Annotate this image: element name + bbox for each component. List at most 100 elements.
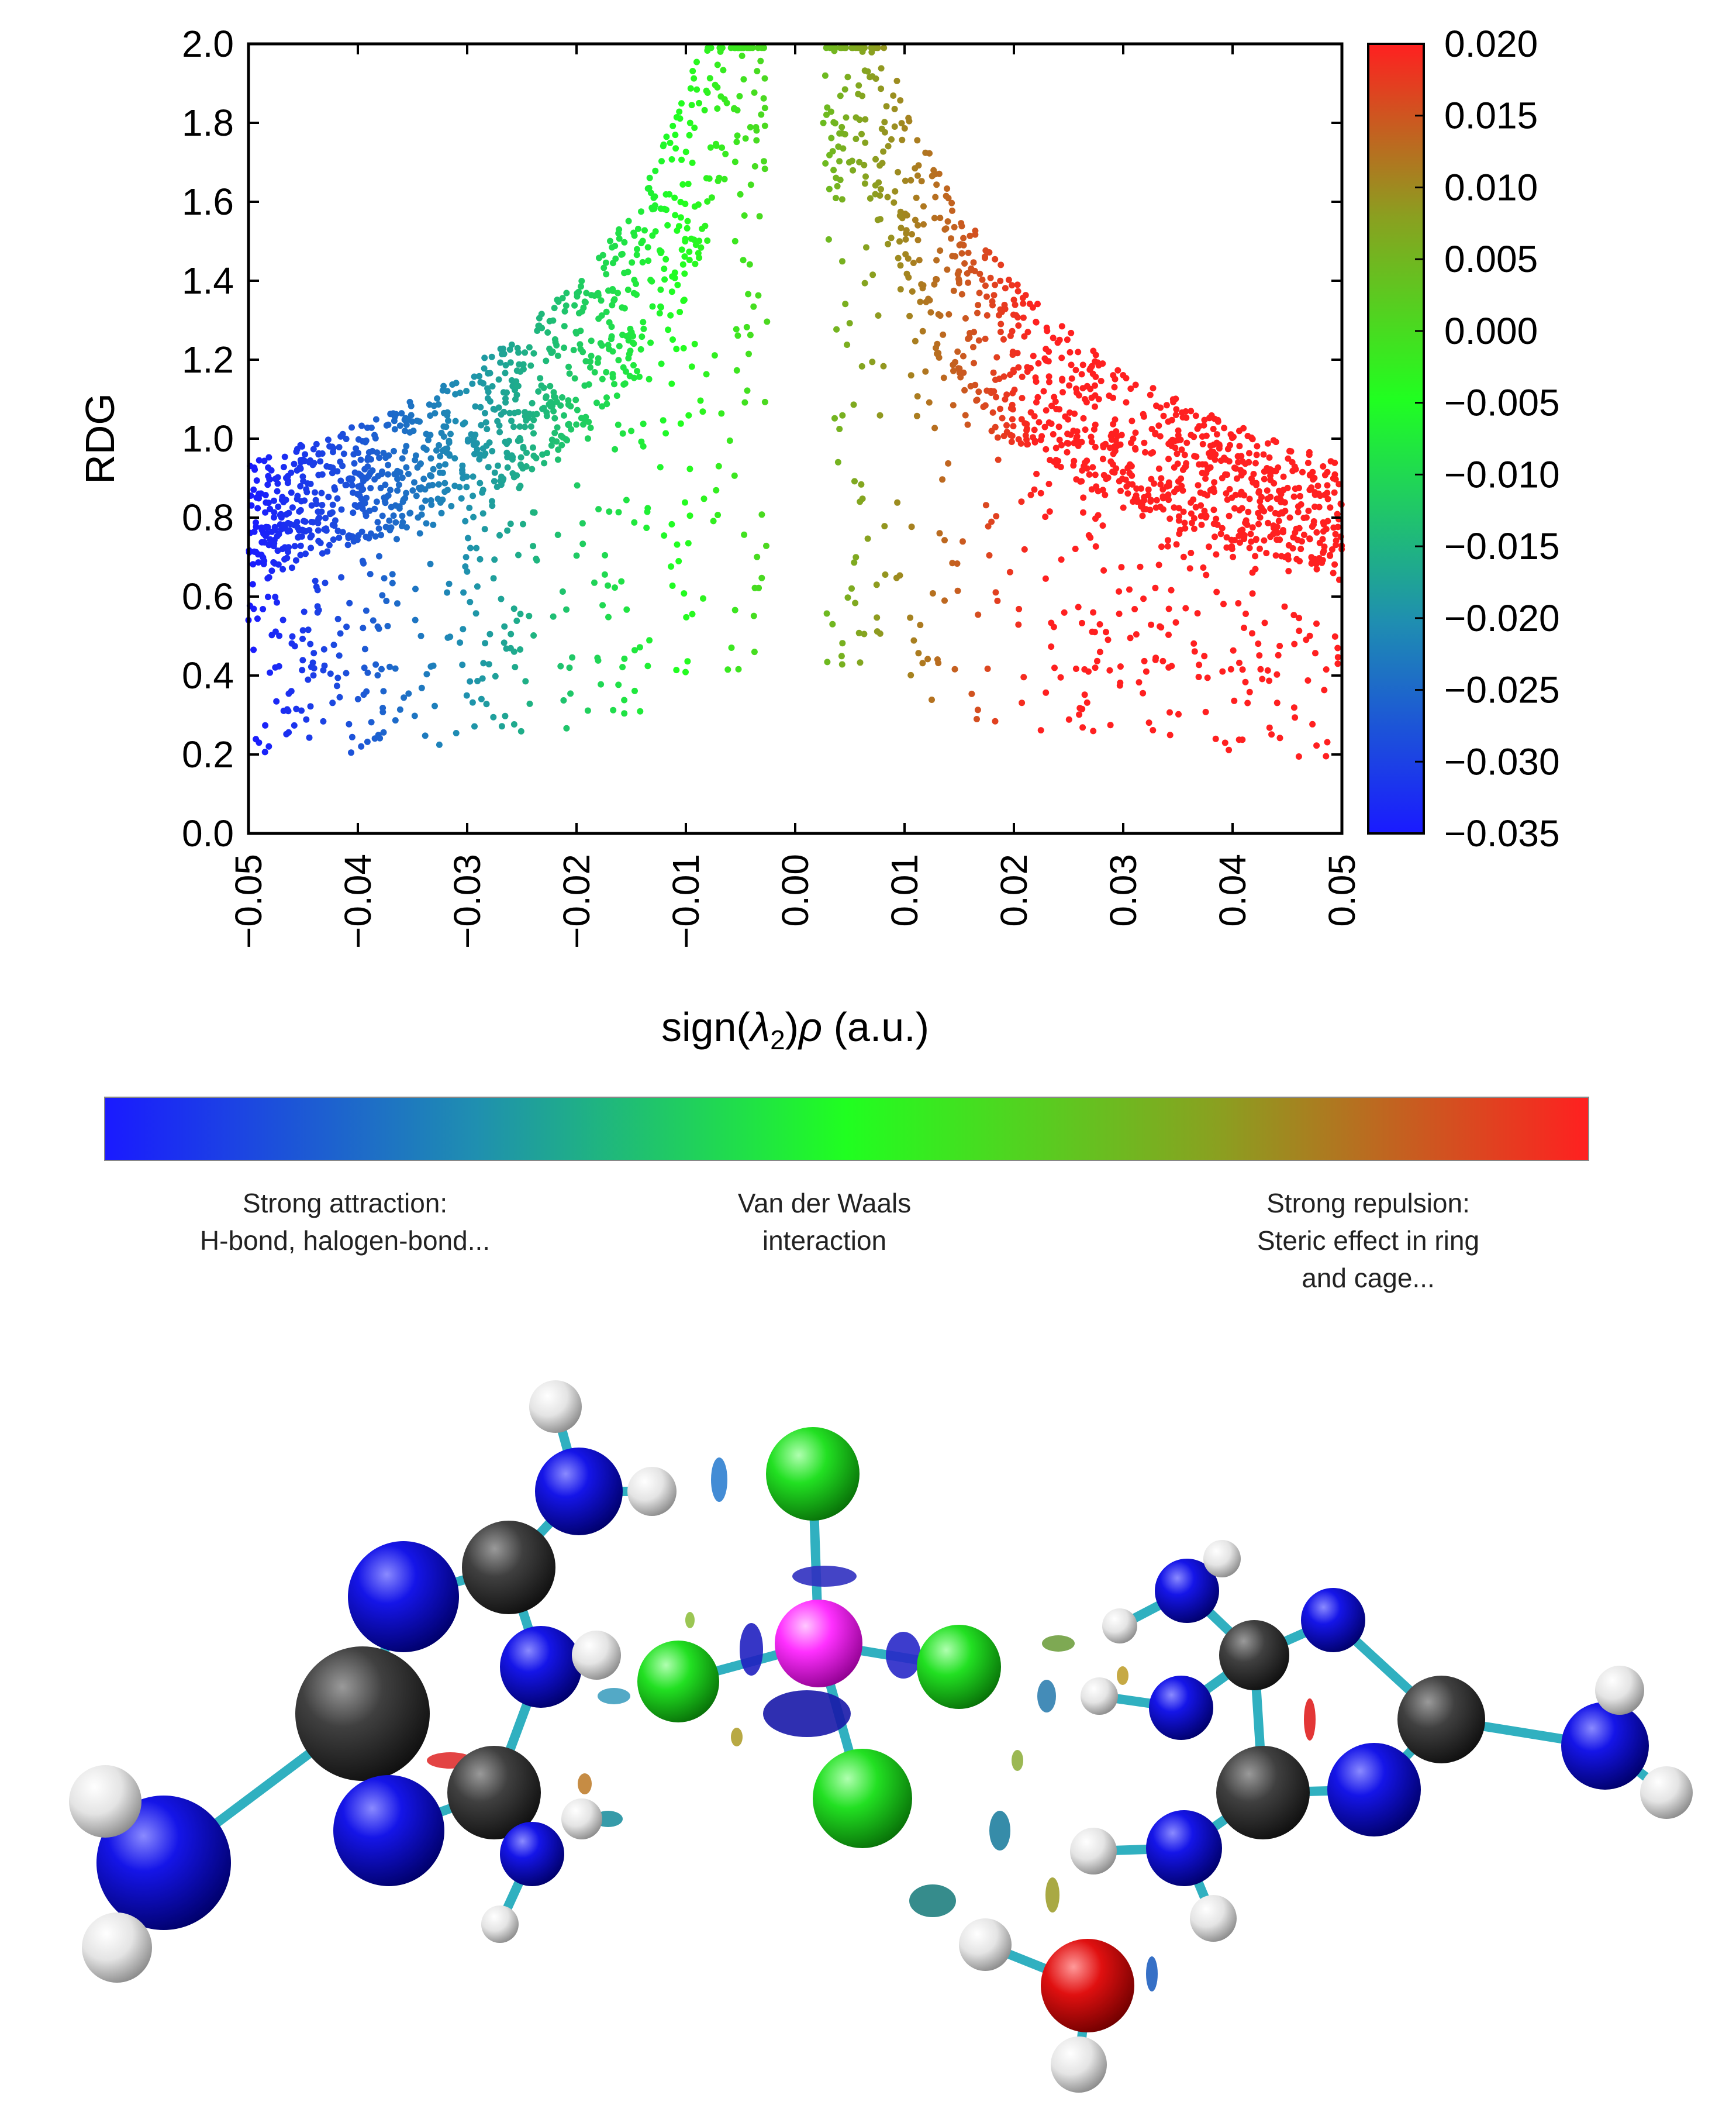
scatter-point bbox=[361, 474, 368, 481]
scatter-point bbox=[646, 637, 653, 644]
scatter-point bbox=[674, 541, 681, 548]
scatter-point bbox=[420, 475, 427, 483]
scatter-point bbox=[464, 568, 471, 575]
scatter-point bbox=[875, 312, 882, 319]
scatter-point bbox=[958, 250, 965, 257]
scatter-point bbox=[960, 235, 967, 242]
scatter-point bbox=[354, 695, 361, 702]
scatter-point bbox=[637, 708, 644, 715]
scatter-point bbox=[346, 475, 352, 483]
scatter-point bbox=[615, 509, 622, 516]
scatter-point bbox=[1221, 739, 1228, 746]
scatter-point bbox=[383, 598, 390, 604]
scatter-point bbox=[1219, 525, 1226, 532]
scatter-point bbox=[915, 162, 922, 169]
scatter-point bbox=[1248, 434, 1255, 441]
y-tick-label: 0.2 bbox=[182, 733, 234, 776]
scatter-point bbox=[914, 222, 922, 229]
scatter-point bbox=[1261, 508, 1268, 515]
scatter-point bbox=[1275, 518, 1282, 525]
scatter-point bbox=[623, 497, 630, 504]
scatter-point bbox=[261, 457, 268, 464]
scatter-point bbox=[405, 690, 412, 697]
scatter-point bbox=[1024, 329, 1031, 336]
scatter-point bbox=[1316, 504, 1323, 511]
scatter-point bbox=[906, 312, 913, 319]
scatter-point bbox=[992, 423, 999, 430]
colorbar-tick-label: 0.000 bbox=[1444, 310, 1538, 352]
scatter-point bbox=[1195, 482, 1202, 489]
scatter-point bbox=[438, 429, 445, 436]
scatter-point bbox=[273, 698, 280, 705]
scatter-point bbox=[712, 81, 719, 88]
scatter-point bbox=[1118, 564, 1125, 571]
scatter-point bbox=[498, 723, 505, 730]
scatter-point bbox=[451, 455, 458, 462]
scatter-point bbox=[361, 499, 368, 506]
scatter-point bbox=[1016, 605, 1023, 612]
scatter-point bbox=[1041, 423, 1048, 430]
scatter-point bbox=[405, 415, 412, 422]
scatter-point bbox=[338, 506, 345, 513]
scatter-point bbox=[1191, 525, 1197, 532]
scatter-point bbox=[1158, 543, 1165, 550]
scatter-point bbox=[401, 694, 408, 701]
scatter-point bbox=[346, 599, 353, 607]
scatter-point bbox=[1038, 433, 1045, 440]
scatter-point bbox=[1296, 628, 1303, 635]
scatter-point bbox=[571, 375, 578, 382]
scatter-point bbox=[740, 257, 747, 264]
scatter-point bbox=[1105, 474, 1112, 481]
scatter-point bbox=[1075, 604, 1082, 611]
scatter-point bbox=[595, 290, 602, 297]
scatter-point bbox=[1168, 587, 1175, 594]
y-tick-label: 1.6 bbox=[182, 181, 234, 223]
scatter-point bbox=[390, 512, 397, 519]
scatter-point bbox=[268, 467, 275, 474]
scatter-point bbox=[688, 102, 695, 109]
scatter-point bbox=[1092, 471, 1099, 478]
scatter-point bbox=[1235, 600, 1242, 607]
scatter-point bbox=[937, 215, 944, 222]
scatter-point bbox=[744, 387, 751, 394]
scatter-point bbox=[976, 290, 983, 297]
scatter-point bbox=[313, 501, 320, 508]
scatter-point bbox=[1019, 373, 1026, 380]
scatter-point bbox=[1034, 394, 1041, 401]
scatter-point bbox=[281, 453, 288, 460]
scatter-point bbox=[917, 622, 924, 629]
scatter-point bbox=[1140, 411, 1147, 418]
scatter-point bbox=[299, 657, 306, 664]
scatter-point bbox=[1200, 564, 1207, 571]
scatter-point bbox=[567, 690, 574, 697]
nitrogen-atom bbox=[1155, 1559, 1219, 1623]
scatter-point bbox=[919, 285, 926, 292]
scatter-point bbox=[1027, 409, 1034, 416]
scatter-point bbox=[697, 397, 704, 404]
scatter-point bbox=[869, 271, 876, 278]
scatter-point bbox=[302, 550, 309, 557]
scatter-point bbox=[736, 93, 743, 99]
scatter-point bbox=[856, 158, 863, 166]
scatter-point bbox=[285, 729, 292, 736]
hydrogen-atom bbox=[1051, 2036, 1107, 2093]
scatter-point bbox=[998, 261, 1005, 268]
scatter-point bbox=[495, 462, 501, 469]
scatter-point bbox=[379, 709, 386, 715]
scatter-point bbox=[348, 749, 354, 756]
scatter-point bbox=[1090, 347, 1097, 354]
scatter-point bbox=[1147, 391, 1154, 398]
scatter-point bbox=[1324, 739, 1331, 746]
scatter-point bbox=[518, 463, 525, 470]
scatter-point bbox=[724, 666, 731, 673]
scatter-point bbox=[375, 525, 382, 532]
scatter-point bbox=[1058, 354, 1065, 361]
scatter-point bbox=[983, 387, 990, 394]
carbon-atom bbox=[295, 1646, 430, 1781]
scatter-point bbox=[334, 615, 341, 622]
scatter-point bbox=[392, 411, 399, 418]
oxygen-atom bbox=[1041, 1939, 1134, 2032]
scatter-point bbox=[907, 372, 914, 379]
colorbar-ticks: 0.0200.0150.0100.0050.000−0.005−0.010−0.… bbox=[1415, 23, 1560, 854]
scatter-point bbox=[626, 373, 633, 380]
